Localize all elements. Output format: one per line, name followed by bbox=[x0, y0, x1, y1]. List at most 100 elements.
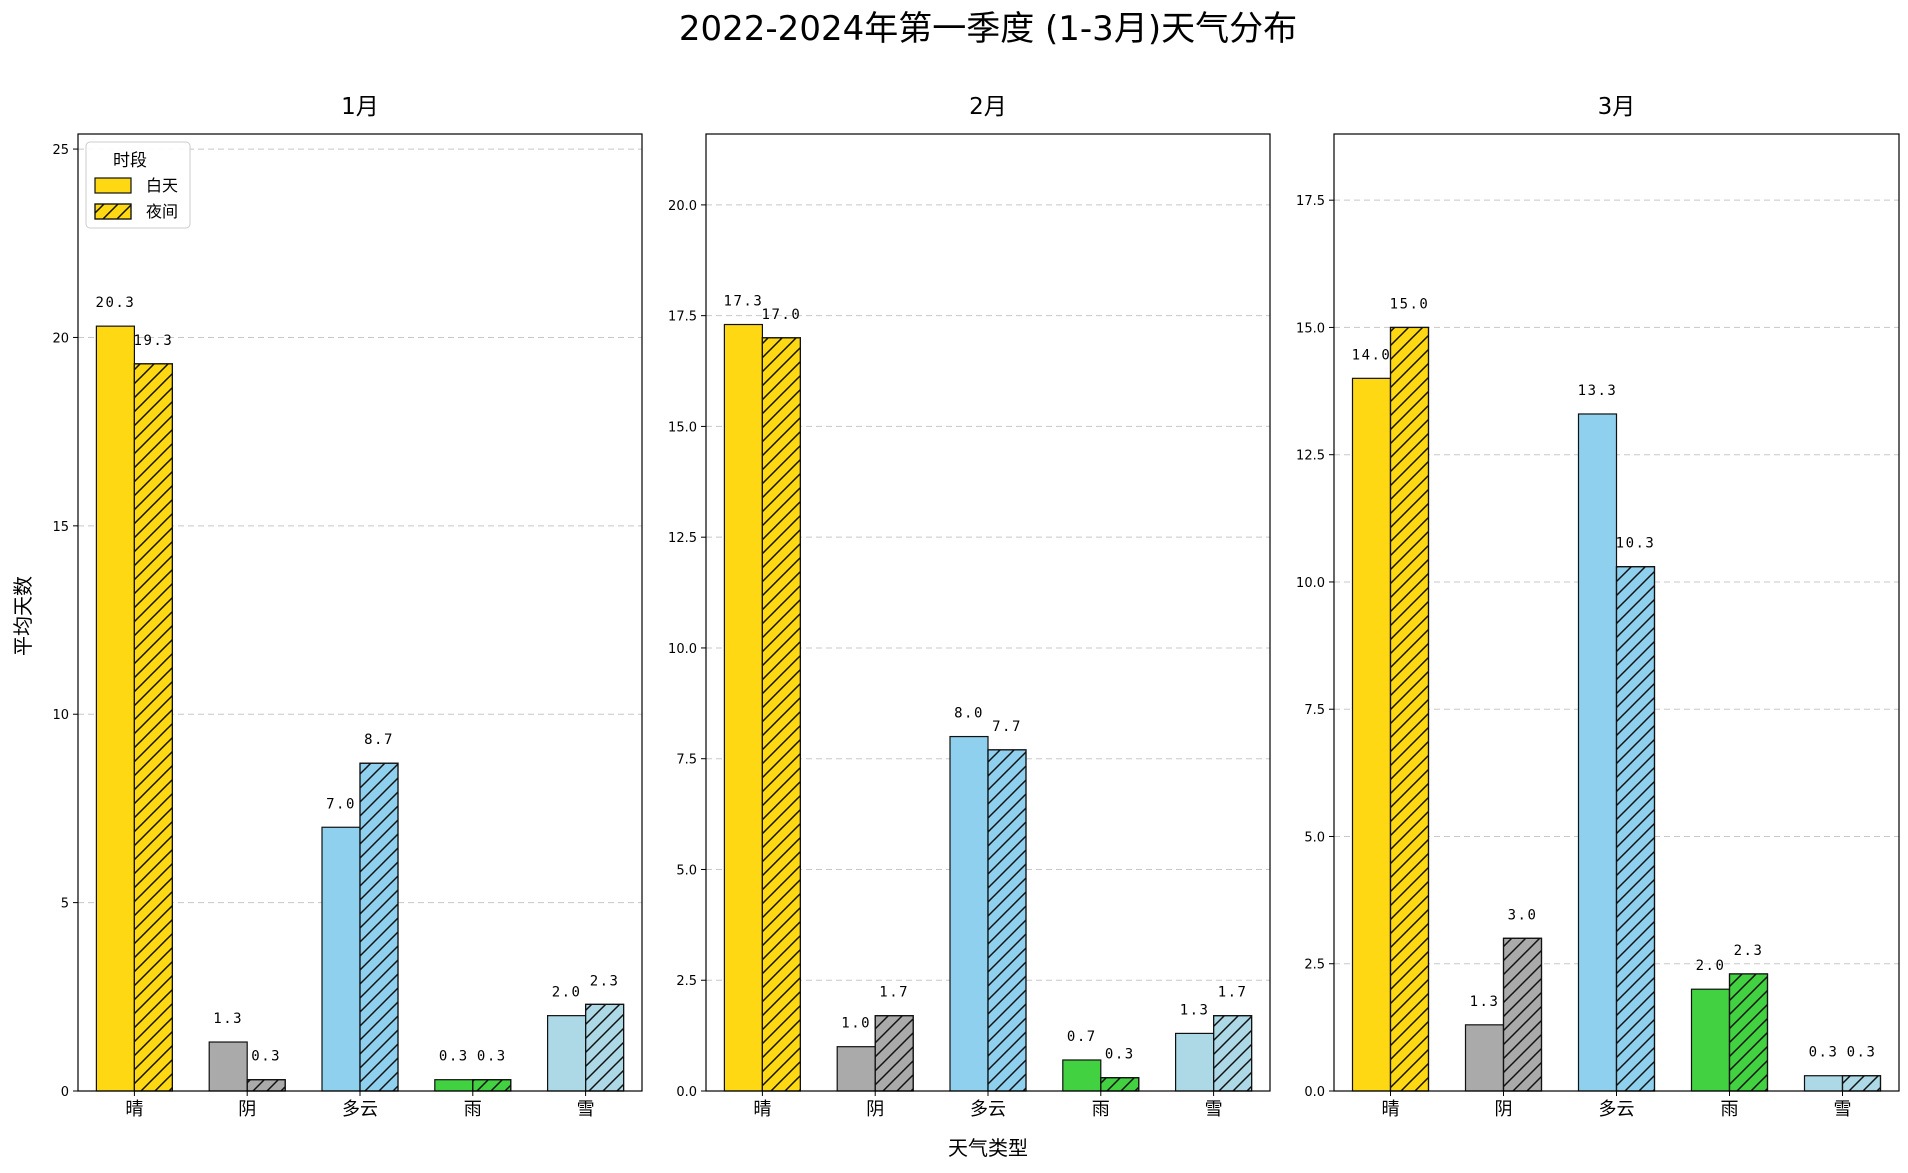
data-label: 19.3 bbox=[134, 333, 174, 349]
y-tick-label: 12.5 bbox=[1296, 449, 1325, 464]
bar-hatch bbox=[1502, 937, 1543, 1092]
y-tick-label: 10.0 bbox=[668, 642, 697, 657]
bar-hatch bbox=[584, 1003, 625, 1092]
data-label: 1.7 bbox=[1218, 985, 1248, 1001]
x-tick-label: 阴 bbox=[866, 1099, 884, 1120]
subplot-title: 3月 bbox=[1598, 94, 1636, 120]
y-tick-label: 7.5 bbox=[1304, 703, 1325, 718]
bar-day bbox=[1803, 1075, 1844, 1092]
data-label: 0.3 bbox=[1847, 1045, 1877, 1061]
x-tick-label: 晴 bbox=[1382, 1099, 1400, 1120]
bar-hatch bbox=[1615, 566, 1656, 1092]
bar-hatch bbox=[761, 337, 802, 1092]
data-label: 15.0 bbox=[1390, 296, 1430, 312]
bar-day bbox=[1577, 413, 1618, 1092]
data-label: 0.3 bbox=[251, 1049, 281, 1065]
x-tick-label: 雪 bbox=[1205, 1099, 1223, 1120]
y-tick-label: 0.0 bbox=[676, 1085, 697, 1100]
bar-day bbox=[723, 323, 764, 1092]
legend-label: 白天 bbox=[146, 176, 178, 195]
subplot-title: 2月 bbox=[969, 94, 1007, 120]
y-tick-label: 12.5 bbox=[668, 531, 697, 546]
data-label: 2.3 bbox=[1734, 943, 1764, 959]
y-axis-label: 平均天数 bbox=[11, 576, 35, 656]
x-axis-label: 天气类型 bbox=[948, 1136, 1028, 1160]
bar-day bbox=[1062, 1059, 1102, 1092]
bar-hatch bbox=[133, 363, 173, 1092]
y-tick-label: 20.0 bbox=[668, 199, 697, 214]
legend-swatch-day bbox=[94, 177, 132, 194]
x-tick-label: 阴 bbox=[238, 1099, 256, 1120]
data-label: 3.0 bbox=[1508, 907, 1538, 923]
bar-hatch bbox=[1728, 973, 1769, 1092]
x-tick-label: 多云 bbox=[342, 1099, 378, 1120]
x-tick-label: 雨 bbox=[1092, 1099, 1110, 1120]
data-label: 2.0 bbox=[1696, 958, 1726, 974]
data-label: 0.7 bbox=[1067, 1029, 1097, 1045]
subplot-1: 20.3 19.3 晴 1.3 0.3 阴 7.0 8.7 多云 0.3 0.3 雨 2.0 2.3 雪 0 5… bbox=[52, 94, 643, 1120]
bar-day bbox=[546, 1015, 587, 1092]
data-label: 0.3 bbox=[1105, 1047, 1135, 1063]
subplot-title: 1月 bbox=[341, 94, 379, 120]
data-label: 17.3 bbox=[724, 294, 764, 310]
x-tick-label: 多云 bbox=[1599, 1099, 1635, 1120]
data-label: 20.3 bbox=[96, 295, 136, 311]
bar-day bbox=[949, 735, 989, 1092]
axes-frame bbox=[705, 133, 1271, 1092]
y-tick-label: 0.0 bbox=[1304, 1085, 1325, 1100]
axes-frame bbox=[77, 133, 643, 1092]
bar-day bbox=[1690, 988, 1731, 1092]
y-tick-label: 20 bbox=[52, 331, 69, 346]
data-label: 8.0 bbox=[954, 706, 984, 722]
data-label: 2.3 bbox=[590, 973, 620, 989]
x-tick-label: 阴 bbox=[1495, 1099, 1513, 1120]
y-tick-label: 7.5 bbox=[676, 753, 697, 768]
bar-hatch bbox=[472, 1079, 512, 1092]
bar-hatch bbox=[1389, 326, 1430, 1092]
y-tick-label: 0 bbox=[61, 1085, 69, 1100]
data-label: 7.7 bbox=[992, 719, 1022, 735]
data-label: 0.3 bbox=[439, 1049, 469, 1065]
data-label: 1.7 bbox=[879, 985, 909, 1001]
y-tick-label: 5.0 bbox=[1304, 830, 1325, 845]
y-tick-label: 2.5 bbox=[676, 974, 697, 989]
data-label: 2.0 bbox=[552, 985, 582, 1001]
data-label: 8.7 bbox=[364, 732, 394, 748]
bar-hatch bbox=[246, 1079, 286, 1092]
x-tick-label: 雪 bbox=[577, 1099, 595, 1120]
bar-day bbox=[95, 325, 136, 1092]
y-tick-label: 5 bbox=[61, 897, 69, 912]
legend-title: 时段 bbox=[113, 151, 147, 171]
bar-hatch bbox=[987, 749, 1027, 1092]
y-tick-label: 17.5 bbox=[668, 310, 697, 325]
bar-hatch bbox=[1841, 1075, 1882, 1092]
x-tick-label: 晴 bbox=[753, 1099, 771, 1120]
bar-day bbox=[321, 826, 361, 1092]
x-tick-label: 晴 bbox=[125, 1099, 143, 1120]
data-label: 1.3 bbox=[1470, 994, 1500, 1010]
data-label: 1.0 bbox=[841, 1016, 871, 1032]
bar-hatch bbox=[359, 762, 399, 1092]
bar-day bbox=[1174, 1032, 1215, 1092]
bar-hatch bbox=[874, 1015, 914, 1092]
axes-frame bbox=[1333, 133, 1900, 1092]
x-tick-label: 多云 bbox=[970, 1099, 1006, 1120]
y-tick-label: 10 bbox=[52, 708, 69, 723]
bar-day bbox=[208, 1041, 248, 1092]
data-label: 17.0 bbox=[762, 307, 802, 323]
y-tick-label: 5.0 bbox=[676, 863, 697, 878]
y-tick-label: 10.0 bbox=[1296, 576, 1325, 591]
legend-label: 夜间 bbox=[146, 202, 178, 221]
bar-day bbox=[1464, 1024, 1505, 1092]
data-label: 10.3 bbox=[1616, 536, 1656, 552]
data-label: 0.3 bbox=[1809, 1045, 1839, 1061]
bar-day bbox=[836, 1046, 876, 1092]
figure-title: 2022-2024年第一季度 (1-3月)天气分布 bbox=[679, 9, 1297, 49]
data-label: 13.3 bbox=[1578, 383, 1618, 399]
y-tick-label: 15 bbox=[52, 520, 69, 535]
x-tick-label: 雨 bbox=[464, 1099, 482, 1120]
legend-swatch-hatch bbox=[94, 203, 132, 220]
